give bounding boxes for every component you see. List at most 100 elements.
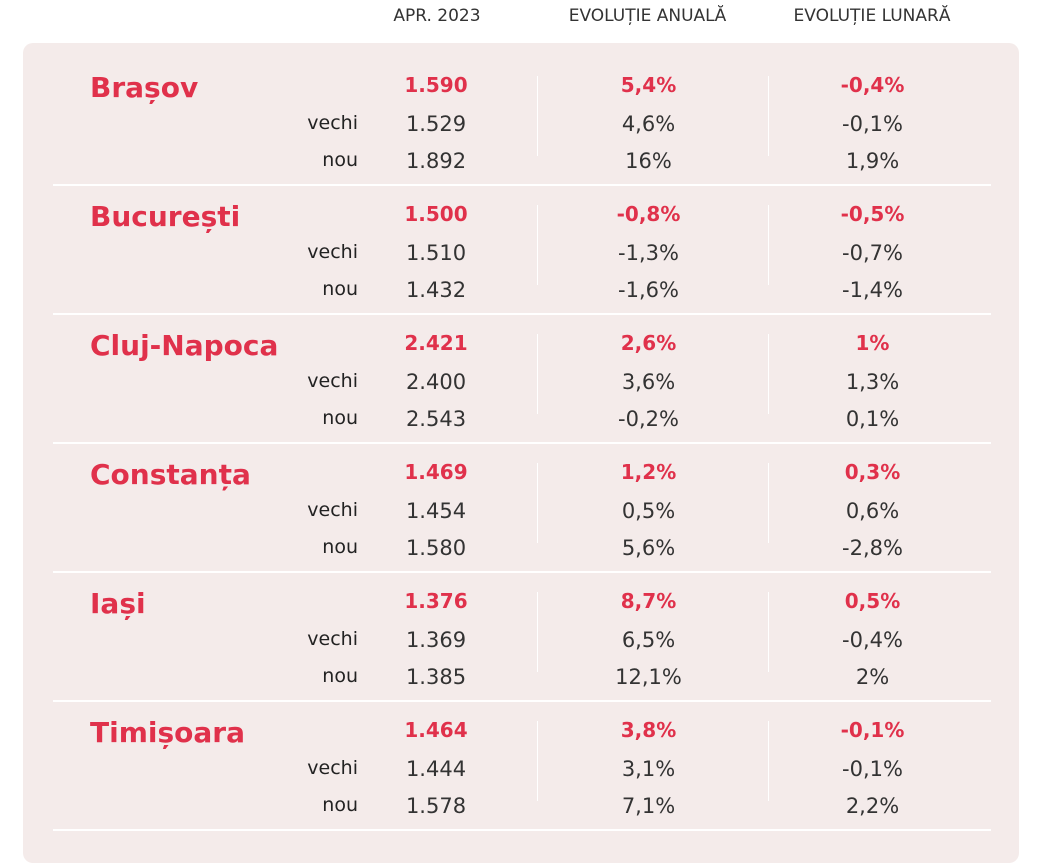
old-annual-evolution: 6,5%	[621, 628, 676, 652]
city-block-bucuresti: București 1.500 -0,8% -0,5% vechi 1.510 …	[23, 172, 1019, 315]
total-annual-evolution: 3,8%	[620, 718, 677, 742]
column-divider	[768, 592, 769, 672]
new-monthly-evolution: -2,8%	[842, 536, 903, 560]
new-price: 2.543	[405, 407, 467, 431]
total-price: 1.464	[404, 718, 468, 742]
row-label-new: nou	[322, 536, 358, 558]
old-row: vechi 1.444 3,1% -0,1%	[23, 757, 1019, 789]
old-price: 1.369	[405, 628, 467, 652]
column-header-annual-evolution: EVOLUȚIE ANUALĂ	[568, 6, 727, 26]
old-monthly-evolution: 0,6%	[845, 499, 900, 523]
total-monthly-evolution: 0,3%	[844, 460, 901, 484]
old-row: vechi 1.369 6,5% -0,4%	[23, 628, 1019, 660]
old-monthly-evolution: -0,1%	[842, 112, 903, 136]
total-price: 2.421	[404, 331, 468, 355]
row-label-old: vechi	[307, 112, 358, 134]
total-annual-evolution: -0,8%	[616, 202, 681, 226]
old-row: vechi 1.529 4,6% -0,1%	[23, 112, 1019, 144]
total-row: 1.590 5,4% -0,4%	[23, 73, 1019, 105]
new-row: nou 1.385 12,1% 2%	[23, 665, 1019, 697]
old-price: 1.444	[405, 757, 467, 781]
city-block-timisoara: Timișoara 1.464 3,8% -0,1% vechi 1.444 3…	[23, 688, 1019, 831]
total-row: 1.376 8,7% 0,5%	[23, 589, 1019, 621]
row-separator	[53, 700, 991, 702]
row-separator	[53, 313, 991, 315]
column-divider	[537, 76, 538, 156]
row-label-new: nou	[322, 665, 358, 687]
row-label-old: vechi	[307, 241, 358, 263]
new-price: 1.578	[405, 794, 467, 818]
new-annual-evolution: -0,2%	[618, 407, 679, 431]
old-annual-evolution: 3,1%	[621, 757, 676, 781]
city-name: Timișoara	[90, 716, 245, 749]
old-annual-evolution: 4,6%	[621, 112, 676, 136]
row-label-old: vechi	[307, 370, 358, 392]
city-name: Constanța	[90, 458, 251, 491]
old-row: vechi 2.400 3,6% 1,3%	[23, 370, 1019, 402]
new-monthly-evolution: 0,1%	[845, 407, 900, 431]
old-monthly-evolution: -0,7%	[842, 241, 903, 265]
total-row: 1.464 3,8% -0,1%	[23, 718, 1019, 750]
row-separator	[53, 829, 991, 831]
new-monthly-evolution: -1,4%	[842, 278, 903, 302]
new-price: 1.385	[405, 665, 467, 689]
new-monthly-evolution: 2,2%	[845, 794, 900, 818]
city-block-cluj-napoca: Cluj-Napoca 2.421 2,6% 1% vechi 2.400 3,…	[23, 301, 1019, 444]
new-price: 1.580	[405, 536, 467, 560]
city-block-constanta: Constanța 1.469 1,2% 0,3% vechi 1.454 0,…	[23, 430, 1019, 573]
old-price: 1.529	[405, 112, 467, 136]
column-divider	[768, 721, 769, 801]
row-label-new: nou	[322, 407, 358, 429]
city-name: București	[90, 200, 241, 233]
column-divider	[537, 592, 538, 672]
total-row: 2.421 2,6% 1%	[23, 331, 1019, 363]
new-monthly-evolution: 1,9%	[845, 149, 900, 173]
row-label-old: vechi	[307, 628, 358, 650]
city-name: Brașov	[90, 71, 199, 104]
old-monthly-evolution: -0,1%	[842, 757, 903, 781]
new-annual-evolution: -1,6%	[618, 278, 679, 302]
total-annual-evolution: 5,4%	[620, 73, 677, 97]
row-separator	[53, 184, 991, 186]
city-block-iasi: Iași 1.376 8,7% 0,5% vechi 1.369 6,5% -0…	[23, 559, 1019, 702]
new-monthly-evolution: 2%	[855, 665, 890, 689]
row-label-new: nou	[322, 794, 358, 816]
new-row: nou 1.432 -1,6% -1,4%	[23, 278, 1019, 310]
new-annual-evolution: 7,1%	[621, 794, 676, 818]
old-monthly-evolution: -0,4%	[842, 628, 903, 652]
total-annual-evolution: 8,7%	[620, 589, 677, 613]
column-divider	[768, 205, 769, 285]
row-label-new: nou	[322, 278, 358, 300]
total-monthly-evolution: -0,1%	[840, 718, 905, 742]
old-annual-evolution: 0,5%	[621, 499, 676, 523]
total-annual-evolution: 1,2%	[620, 460, 677, 484]
total-monthly-evolution: 0,5%	[844, 589, 901, 613]
column-header-monthly-evolution: EVOLUȚIE LUNARĂ	[793, 6, 951, 26]
row-label-old: vechi	[307, 757, 358, 779]
total-price: 1.590	[404, 73, 468, 97]
new-annual-evolution: 12,1%	[615, 665, 682, 689]
new-row: nou 2.543 -0,2% 0,1%	[23, 407, 1019, 439]
old-price: 1.510	[405, 241, 467, 265]
row-label-new: nou	[322, 149, 358, 171]
row-label-old: vechi	[307, 499, 358, 521]
column-header-price: APR. 2023	[393, 6, 481, 26]
column-divider	[537, 205, 538, 285]
new-annual-evolution: 5,6%	[621, 536, 676, 560]
new-row: nou 1.580 5,6% -2,8%	[23, 536, 1019, 568]
price-table-panel: Brașov 1.590 5,4% -0,4% vechi 1.529 4,6%…	[23, 43, 1019, 863]
total-row: 1.500 -0,8% -0,5%	[23, 202, 1019, 234]
column-divider	[537, 463, 538, 543]
total-price: 1.500	[404, 202, 468, 226]
row-separator	[53, 571, 991, 573]
new-price: 1.432	[405, 278, 467, 302]
city-name: Cluj-Napoca	[90, 329, 279, 362]
old-monthly-evolution: 1,3%	[845, 370, 900, 394]
row-separator	[53, 442, 991, 444]
old-annual-evolution: 3,6%	[621, 370, 676, 394]
total-row: 1.469 1,2% 0,3%	[23, 460, 1019, 492]
old-price: 2.400	[405, 370, 467, 394]
new-row: nou 1.892 16% 1,9%	[23, 149, 1019, 181]
new-price: 1.892	[405, 149, 467, 173]
column-divider	[537, 721, 538, 801]
